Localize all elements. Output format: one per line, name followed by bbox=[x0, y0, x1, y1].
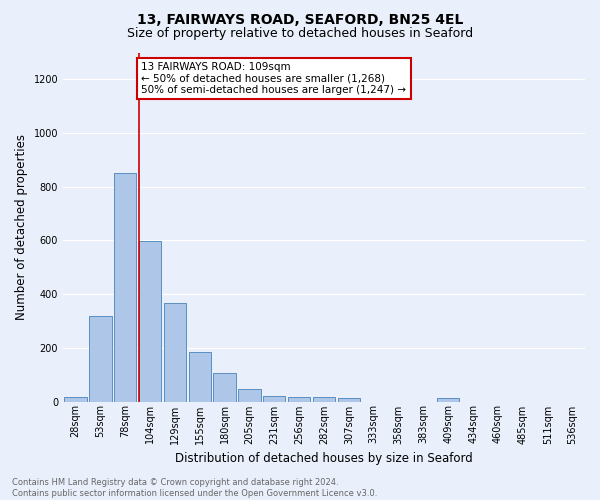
Bar bbox=[338, 398, 360, 402]
Bar bbox=[214, 374, 236, 402]
Bar bbox=[238, 388, 260, 402]
Bar bbox=[263, 396, 286, 402]
Text: Contains HM Land Registry data © Crown copyright and database right 2024.
Contai: Contains HM Land Registry data © Crown c… bbox=[12, 478, 377, 498]
Text: Size of property relative to detached houses in Seaford: Size of property relative to detached ho… bbox=[127, 28, 473, 40]
Y-axis label: Number of detached properties: Number of detached properties bbox=[15, 134, 28, 320]
Bar bbox=[89, 316, 112, 402]
Text: 13 FAIRWAYS ROAD: 109sqm
← 50% of detached houses are smaller (1,268)
50% of sem: 13 FAIRWAYS ROAD: 109sqm ← 50% of detach… bbox=[142, 62, 406, 95]
Bar bbox=[139, 241, 161, 402]
Bar bbox=[313, 396, 335, 402]
Bar bbox=[288, 396, 310, 402]
Bar bbox=[114, 172, 136, 402]
Bar bbox=[64, 398, 86, 402]
Bar bbox=[188, 352, 211, 402]
Bar bbox=[437, 398, 460, 402]
X-axis label: Distribution of detached houses by size in Seaford: Distribution of detached houses by size … bbox=[175, 452, 473, 465]
Text: 13, FAIRWAYS ROAD, SEAFORD, BN25 4EL: 13, FAIRWAYS ROAD, SEAFORD, BN25 4EL bbox=[137, 12, 463, 26]
Bar bbox=[164, 302, 186, 402]
